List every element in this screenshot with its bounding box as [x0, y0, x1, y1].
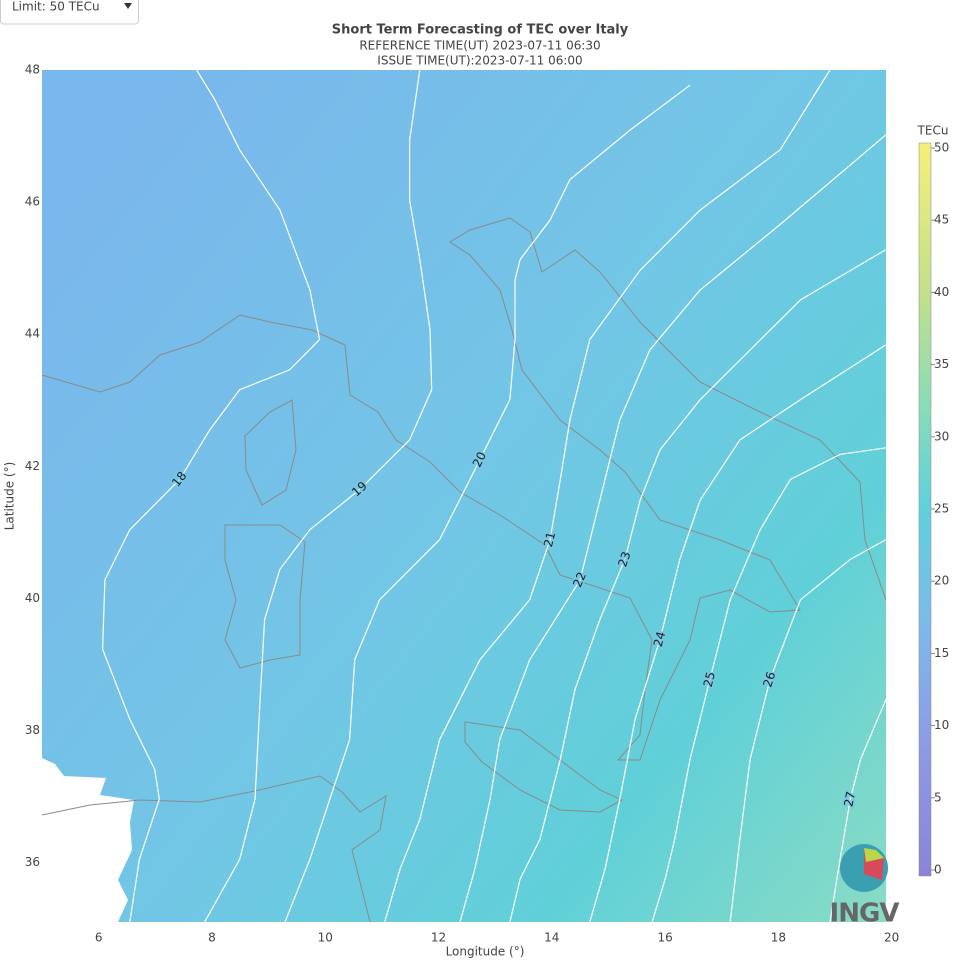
contour-line — [459, 134, 886, 922]
dropdown-arrow — [124, 3, 132, 9]
contour-label: 26 — [760, 670, 778, 689]
colorbar-tick-label: 45 — [934, 213, 949, 227]
coastline — [244, 399, 297, 506]
colorbar-tick-label: 30 — [934, 429, 949, 443]
dropdown-box[interactable] — [0, 0, 139, 25]
colorbar-tick-label: 15 — [934, 646, 949, 660]
contour-label: 22 — [570, 570, 589, 590]
dropdown[interactable]: Limit: 50 TECu — [0, 0, 139, 25]
y-tick-label: 48 — [25, 63, 40, 77]
y-axis-title: Latitude (°) — [3, 462, 17, 531]
y-tick-label: 44 — [25, 327, 40, 341]
logo: INGV — [830, 844, 900, 929]
x-tick-label: 6 — [95, 931, 103, 945]
contour-line — [829, 699, 886, 922]
x-tick-label: 18 — [771, 931, 786, 945]
x-tick-label: 10 — [318, 931, 333, 945]
dropdown-label[interactable]: Limit: 50 TECu — [12, 0, 100, 14]
contour-line — [589, 344, 886, 922]
colorbar-tick-label: 25 — [934, 502, 949, 516]
coastline — [464, 721, 624, 813]
map-background — [42, 70, 886, 922]
y-tick-label: 36 — [25, 855, 40, 869]
y-tick-label: 42 — [25, 459, 40, 473]
contour-label: 21 — [541, 530, 558, 548]
colorbar-tick-label: 20 — [934, 574, 949, 588]
colorbar-title: TECu — [917, 124, 949, 138]
colorbar-tick-label: 40 — [934, 285, 949, 299]
contour-line — [509, 249, 886, 922]
x-tick-label: 12 — [431, 931, 446, 945]
x-tick-label: 16 — [657, 931, 672, 945]
contour-line — [204, 70, 433, 922]
coastline — [42, 217, 886, 761]
contour-label: 27 — [841, 790, 858, 808]
colorbar-tick-label: 10 — [934, 718, 949, 732]
contour-line — [729, 539, 886, 922]
contour-label: 23 — [615, 550, 633, 569]
x-axis-title: Longitude (°) — [446, 945, 525, 959]
logo-text: INGV — [830, 899, 900, 929]
contour-label: 24 — [651, 630, 669, 648]
colorbar — [918, 142, 932, 877]
colorbar-tick-label: 5 — [934, 790, 942, 804]
y-tick-label: 46 — [25, 195, 40, 209]
coastlines — [42, 217, 886, 922]
chart-subtitle: ISSUE TIME(UT):2023-07-11 06:00 — [377, 54, 582, 68]
contour-label: 25 — [701, 670, 718, 688]
y-tick-label: 38 — [25, 723, 40, 737]
chart-subtitle: REFERENCE TIME(UT) 2023-07-11 06:30 — [359, 39, 600, 53]
y-tick-label: 40 — [25, 591, 40, 605]
x-tick-label: 20 — [884, 931, 899, 945]
colorbar-tick-label: 35 — [934, 357, 949, 371]
no-data-area — [42, 758, 134, 922]
colorbar-tick-label: 50 — [934, 141, 949, 155]
colorbar-tick-label: 0 — [934, 863, 942, 877]
contour-line — [101, 70, 321, 922]
x-tick-label: 8 — [208, 931, 216, 945]
contour-line — [284, 84, 691, 922]
logo-segment — [864, 848, 884, 862]
coastline — [224, 524, 306, 669]
x-tick-label: 14 — [544, 931, 559, 945]
coastline — [42, 775, 387, 922]
chart-title: Short Term Forecasting of TEC over Italy — [332, 23, 629, 38]
contour-line — [651, 447, 886, 922]
contour-line — [384, 70, 831, 922]
